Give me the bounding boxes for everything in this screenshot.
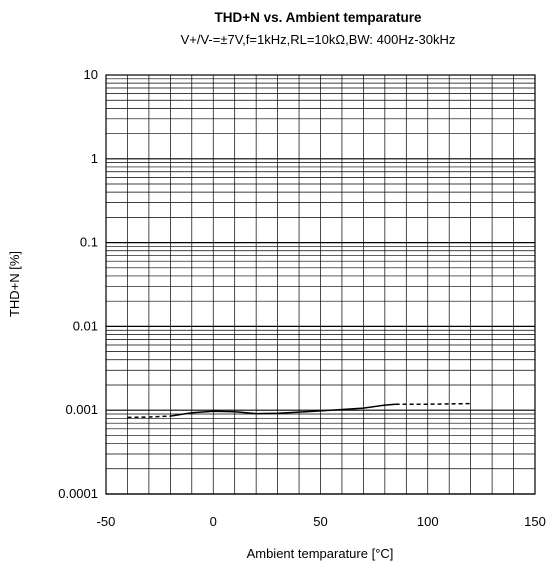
- series-line-solid: [170, 403, 396, 417]
- series-line-dashed: [127, 415, 171, 419]
- grid: [105, 75, 536, 495]
- plot-frame: [105, 74, 536, 495]
- y-tick-labels: 0.0001 0.001 0.01 0.1 1 10: [58, 67, 98, 501]
- x-tick-label: 0: [210, 514, 217, 529]
- x-tick-label: 50: [313, 514, 327, 529]
- y-tick-label: 0.01: [73, 318, 98, 333]
- series-layer: [127, 402, 471, 419]
- y-tick-label: 0.0001: [58, 486, 98, 501]
- y-axis-label: THD+N [%]: [7, 251, 22, 317]
- x-tick-labels: -50 0 50 100 150: [97, 514, 546, 529]
- y-tick-label: 0.1: [80, 235, 98, 250]
- x-tick-label: 150: [524, 514, 546, 529]
- chart-subtitle: V+/V-=±7V,f=1kHz,RL=10kΩ,BW: 400Hz-30kHz: [181, 32, 456, 47]
- series-line-dashed: [395, 402, 471, 405]
- chart-title: THD+N vs. Ambient temparature: [215, 10, 422, 25]
- y-tick-label: 10: [84, 67, 98, 82]
- y-tick-label: 1: [91, 151, 98, 166]
- y-tick-label: 0.001: [65, 402, 98, 417]
- x-tick-label: 100: [417, 514, 439, 529]
- x-tick-label: -50: [97, 514, 116, 529]
- x-axis-label: Ambient temparature [°C]: [247, 546, 394, 561]
